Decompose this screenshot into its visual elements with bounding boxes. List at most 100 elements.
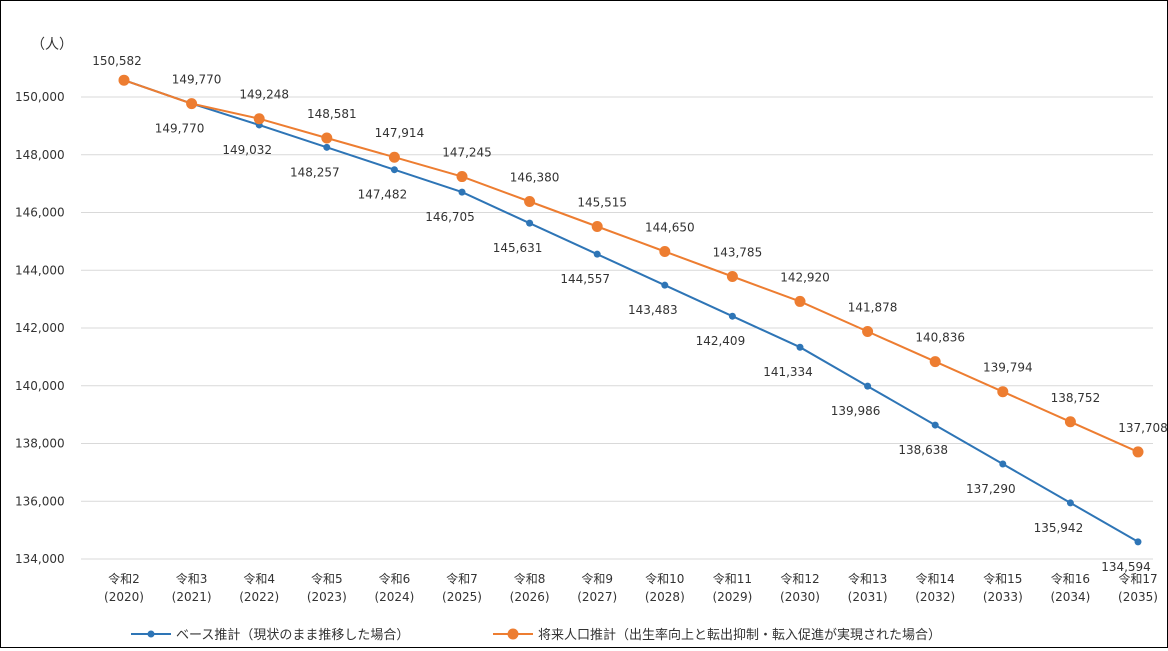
data-label-series-1: 147,914 [375, 126, 425, 140]
data-point-series-0 [1134, 538, 1142, 546]
data-point-series-1 [929, 356, 941, 368]
data-label-series-1: 149,248 [239, 88, 289, 102]
x-tick-label-era: 令和11 [713, 571, 752, 586]
data-label-series-0: 144,557 [560, 272, 610, 286]
data-label-series-1: 146,380 [510, 171, 560, 185]
x-tick-label-era: 令和14 [916, 571, 955, 586]
data-point-series-1 [321, 132, 333, 144]
x-tick-label-year: (2028) [645, 590, 685, 604]
x-tick-label-year: (2029) [712, 590, 752, 604]
x-tick-label-era: 令和3 [176, 571, 208, 586]
x-tick-label-era: 令和12 [780, 571, 819, 586]
data-point-series-1 [591, 221, 603, 233]
x-tick-label-era: 令和15 [983, 571, 1022, 586]
y-tick-label: 146,000 [15, 206, 65, 220]
x-tick-label-year: (2026) [510, 590, 550, 604]
data-point-series-1 [1132, 446, 1144, 458]
data-label-series-0: 143,483 [628, 303, 678, 317]
y-tick-label: 140,000 [15, 379, 65, 393]
x-tick-label-year: (2032) [915, 590, 955, 604]
x-tick-label-year: (2033) [983, 590, 1023, 604]
data-label-series-0: 146,705 [425, 210, 475, 224]
y-tick-label: 148,000 [15, 148, 65, 162]
data-label-series-1: 147,245 [442, 146, 492, 160]
data-point-series-1 [524, 196, 536, 208]
y-axis-unit-label: （人） [31, 37, 73, 53]
data-point-series-1 [659, 245, 671, 257]
data-label-series-0: 148,257 [290, 165, 340, 179]
data-point-series-0 [526, 219, 534, 227]
data-label-series-1: 138,752 [1051, 391, 1101, 405]
data-label-series-0: 147,482 [358, 188, 408, 202]
data-label-series-0: 142,409 [696, 334, 746, 348]
x-tick-label-era: 令和2 [108, 571, 140, 586]
y-tick-label: 142,000 [15, 321, 65, 335]
legend-marker-series-1 [507, 628, 519, 640]
data-point-series-0 [593, 250, 601, 258]
data-label-series-0: 137,290 [966, 482, 1016, 496]
data-label-series-0: 135,942 [1034, 521, 1084, 535]
data-label-series-0: 149,032 [222, 143, 272, 157]
data-point-series-1 [186, 98, 198, 110]
data-label-series-1: 139,794 [983, 361, 1033, 375]
data-point-series-0 [458, 188, 466, 196]
x-tick-label-year: (2035) [1118, 590, 1158, 604]
data-label-series-1: 141,878 [848, 301, 898, 315]
data-label-series-1: 140,836 [915, 331, 965, 345]
data-point-series-1 [118, 74, 130, 86]
data-label-series-0: 139,986 [831, 404, 881, 418]
data-point-series-0 [796, 343, 804, 351]
x-tick-label-year: (2023) [307, 590, 347, 604]
data-point-series-1 [456, 171, 468, 183]
data-label-series-0: 145,631 [493, 241, 543, 255]
data-point-series-1 [253, 113, 265, 125]
y-tick-label: 138,000 [15, 437, 65, 451]
x-tick-label-era: 令和10 [645, 571, 684, 586]
x-tick-label-era: 令和6 [379, 571, 411, 586]
x-tick-label-year: (2034) [1050, 590, 1090, 604]
data-label-series-1: 150,582 [92, 54, 142, 68]
x-tick-label-era: 令和5 [311, 571, 343, 586]
data-point-series-0 [864, 382, 872, 390]
data-label-series-0: 134,594 [1101, 560, 1151, 574]
x-tick-label-year: (2021) [172, 590, 212, 604]
legend-label-series-1: 将来人口推計（出生率向上と転出抑制・転入促進が実現された場合） [538, 627, 941, 643]
x-tick-label-year: (2030) [780, 590, 820, 604]
data-label-series-1: 149,770 [172, 73, 222, 87]
x-tick-label-era: 令和7 [446, 571, 478, 586]
data-point-series-1 [1064, 416, 1076, 428]
data-point-series-1 [794, 295, 806, 307]
y-tick-label: 136,000 [15, 494, 65, 508]
data-point-series-0 [323, 143, 331, 151]
data-label-series-0: 141,334 [763, 365, 813, 379]
y-tick-label: 144,000 [15, 263, 65, 277]
x-tick-label-year: (2027) [577, 590, 617, 604]
data-point-series-1 [726, 270, 738, 282]
x-tick-label-year: (2020) [104, 590, 144, 604]
data-label-series-1: 142,920 [780, 270, 830, 284]
data-point-series-1 [862, 326, 874, 338]
data-label-series-1: 145,515 [577, 196, 627, 210]
data-point-series-0 [390, 166, 398, 174]
data-point-series-1 [997, 386, 1009, 398]
data-label-series-1: 137,708 [1118, 421, 1167, 435]
data-label-series-0: 138,638 [898, 443, 948, 457]
data-label-series-1: 143,785 [713, 245, 763, 259]
data-point-series-1 [388, 151, 400, 163]
y-tick-label: 134,000 [15, 552, 65, 566]
x-tick-label-year: (2022) [239, 590, 279, 604]
data-label-series-1: 144,650 [645, 220, 695, 234]
x-tick-label-era: 令和8 [514, 571, 546, 586]
x-tick-label-year: (2024) [374, 590, 414, 604]
x-tick-label-era: 令和17 [1118, 571, 1157, 586]
x-tick-label-year: (2031) [848, 590, 888, 604]
series-line-0 [123, 79, 1139, 543]
data-label-series-0: 149,770 [155, 122, 205, 136]
x-tick-label-era: 令和9 [581, 571, 613, 586]
x-tick-label-era: 令和4 [243, 571, 275, 586]
data-point-series-0 [931, 421, 939, 429]
data-label-series-1: 148,581 [307, 107, 357, 121]
y-tick-label: 150,000 [15, 90, 65, 104]
